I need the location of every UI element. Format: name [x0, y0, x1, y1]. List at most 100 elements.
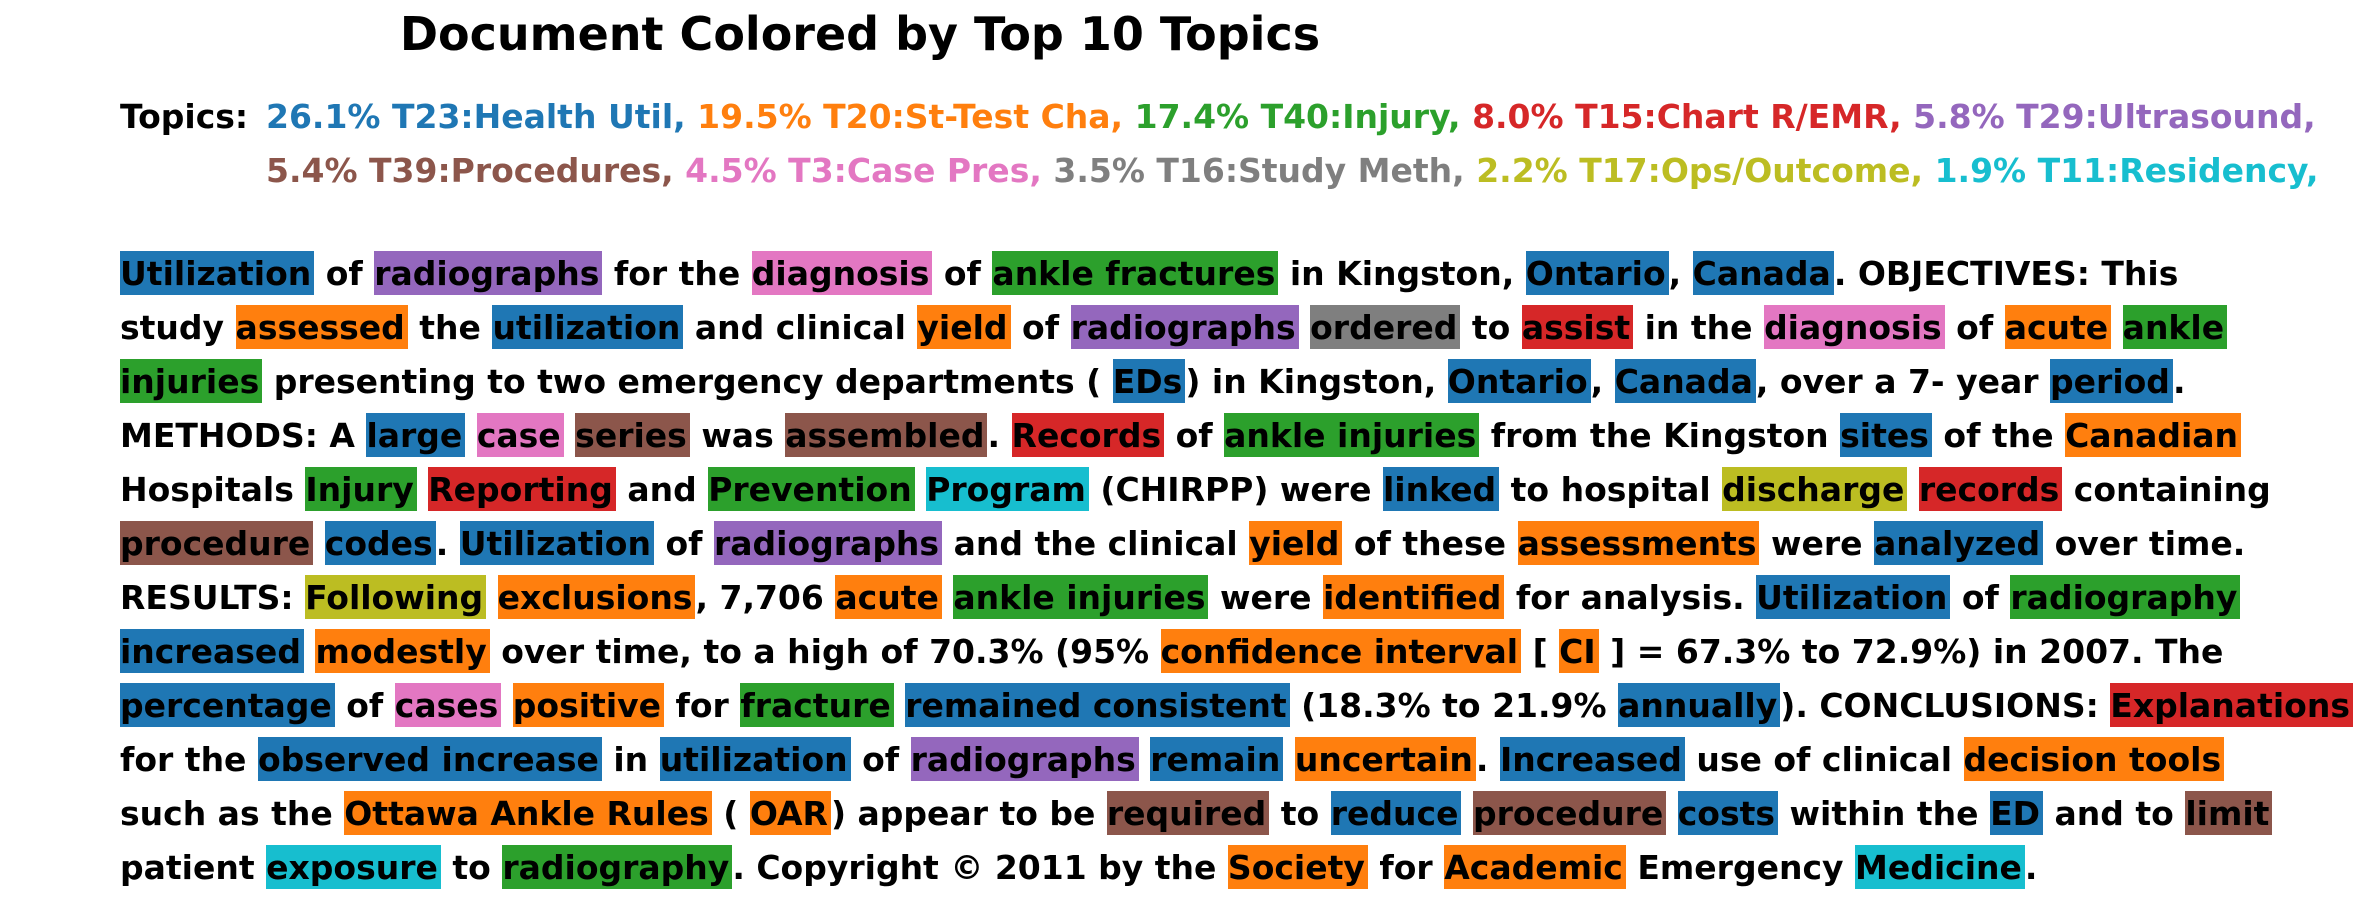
- topic-word-t23: remain: [1150, 737, 1284, 781]
- topic-word-t23: Ontario: [1525, 251, 1669, 295]
- plain-text: to hospital: [1510, 470, 1711, 509]
- plain-text: of: [1961, 578, 1999, 617]
- topic-word-t39: assembled: [785, 413, 988, 457]
- plain-text: of these: [1353, 524, 1507, 563]
- topic-word-t3: diagnosis: [751, 251, 933, 295]
- plain-text: and to: [2054, 794, 2174, 833]
- plain-text: in the: [1644, 308, 1753, 347]
- colored-document: Utilization of radiographs for the diagn…: [120, 247, 2370, 895]
- plain-text: the: [419, 308, 481, 347]
- topic-word-t29: radiographs: [910, 737, 1139, 781]
- topic-word-t39: procedure: [120, 521, 314, 565]
- topic-word-t40: fracture: [740, 683, 894, 727]
- plain-text: . Copyright © 2011 by the: [732, 848, 1217, 887]
- topic-word-t23: utilization: [659, 737, 851, 781]
- plain-text: of the: [1943, 416, 2054, 455]
- topic-word-t15: Records: [1011, 413, 1165, 457]
- plain-text: containing: [2073, 470, 2271, 509]
- topic-word-t15: assist: [1521, 305, 1634, 349]
- topic-word-t23: Utilization: [1756, 575, 1951, 619]
- plain-text: , 7,706: [695, 578, 824, 617]
- topic-word-t20: assessments: [1517, 521, 1760, 565]
- legend-entry-t17: 2.2% T17:Ops/Outcome,: [1476, 151, 1924, 190]
- plain-text: RESULTS:: [120, 578, 294, 617]
- topic-word-t29: radiographs: [374, 251, 603, 295]
- plain-text: .: [435, 524, 449, 563]
- plain-text: (: [723, 794, 739, 833]
- topic-word-t39: required: [1106, 791, 1270, 835]
- topic-word-t17: discharge: [1722, 467, 1908, 511]
- plain-text: study: [120, 308, 225, 347]
- plain-text: .: [987, 416, 1001, 455]
- topic-word-t20: exclusions: [497, 575, 696, 619]
- topic-word-t23: observed increase: [257, 737, 602, 781]
- document-line: Utilization of radiographs for the diagn…: [120, 247, 2370, 301]
- plain-text: were: [1219, 578, 1312, 617]
- plain-text: ). CONCLUSIONS:: [1780, 686, 2099, 725]
- topic-word-t23: percentage: [120, 683, 335, 727]
- plain-text: of: [1175, 416, 1213, 455]
- topic-word-t20: yield: [917, 305, 1011, 349]
- topic-word-t20: modestly: [315, 629, 490, 673]
- plain-text: for analysis.: [1515, 578, 1745, 617]
- plain-text: of: [325, 254, 363, 293]
- plain-text: (CHIRPP) were: [1100, 470, 1372, 509]
- plain-text: and clinical: [694, 308, 906, 347]
- topic-word-t40: ankle fractures: [992, 251, 1279, 295]
- plain-text: ) appear to be: [830, 794, 1096, 833]
- topic-word-t40: ankle injuries: [1224, 413, 1480, 457]
- plain-text: in: [613, 740, 649, 779]
- plain-text: (18.3% to 21.9%: [1301, 686, 1607, 725]
- legend-entry-t16: 3.5% T16:Study Meth,: [1053, 151, 1465, 190]
- plain-text: within the: [1789, 794, 1979, 833]
- topic-word-t39: series: [575, 413, 690, 457]
- topic-word-t20: decision tools: [1963, 737, 2225, 781]
- chart-title: Document Colored by Top 10 Topics: [399, 7, 1321, 61]
- topic-word-t40: ankle injuries: [953, 575, 1209, 619]
- plain-text: from the Kingston: [1490, 416, 1829, 455]
- topic-word-t40: injuries: [120, 359, 263, 403]
- topic-word-t23: remained consistent: [905, 683, 1290, 727]
- topic-word-t20: Canadian: [2065, 413, 2242, 457]
- topic-word-t11: Medicine: [1855, 845, 2025, 889]
- topic-word-t15: Explanations: [2110, 683, 2353, 727]
- topic-word-t40: ankle: [2122, 305, 2228, 349]
- plain-text: .: [2172, 362, 2186, 401]
- plain-text: use of clinical: [1696, 740, 1953, 779]
- topic-word-t40: Prevention: [708, 467, 915, 511]
- plain-text: was: [701, 416, 774, 455]
- topic-word-t23: reduce: [1330, 791, 1462, 835]
- plain-text: were: [1770, 524, 1863, 563]
- plain-text: presenting to two emergency departments …: [273, 362, 1102, 401]
- topic-legend: Topics: 26.1% T23:Health Util, 19.5% T20:…: [120, 90, 2360, 198]
- plain-text: , over a 7- year: [1755, 362, 2039, 401]
- topic-word-t23: Canada: [1614, 359, 1756, 403]
- topic-word-t20: assessed: [235, 305, 408, 349]
- topic-word-t20: OAR: [749, 791, 831, 835]
- topic-word-t23: large: [366, 413, 466, 457]
- topic-word-t39: limit: [2185, 791, 2273, 835]
- topic-word-t20: identified: [1323, 575, 1505, 619]
- document-line: study assessed the utilization and clini…: [120, 301, 2370, 355]
- plain-text: ,: [1590, 362, 1604, 401]
- topic-word-t40: radiography: [502, 845, 733, 889]
- plain-text: such as the: [120, 794, 333, 833]
- document-line: such as the Ottawa Ankle Rules ( OAR) ap…: [120, 787, 2370, 841]
- topic-word-t29: radiographs: [714, 521, 943, 565]
- document-line: procedure codes. Utilization of radiogra…: [120, 517, 2370, 571]
- plain-text: patient: [120, 848, 255, 887]
- topic-word-t23: period: [2050, 359, 2173, 403]
- legend-entry-t3: 4.5% T3:Case Pres,: [685, 151, 1042, 190]
- topic-word-t23: Utilization: [120, 251, 315, 295]
- document-line: patient exposure to radiography. Copyrig…: [120, 841, 2370, 895]
- topic-word-t40: radiography: [2010, 575, 2241, 619]
- topic-word-t40: Injury: [305, 467, 417, 511]
- topic-word-t23: Canada: [1692, 251, 1834, 295]
- topic-word-t3: diagnosis: [1764, 305, 1945, 349]
- plain-text: of: [665, 524, 703, 563]
- plain-text: in Kingston,: [1289, 254, 1515, 293]
- legend-entry-t20: 19.5% T20:St-Test Cha,: [697, 97, 1124, 136]
- legend-entry-t29: 5.8% T29:Ultrasound,: [1913, 97, 2316, 136]
- plain-text: ] = 67.3% to 72.9%) in 2007. The: [1610, 632, 2224, 671]
- plain-text: over time, to a high of 70.3% (95%: [501, 632, 1150, 671]
